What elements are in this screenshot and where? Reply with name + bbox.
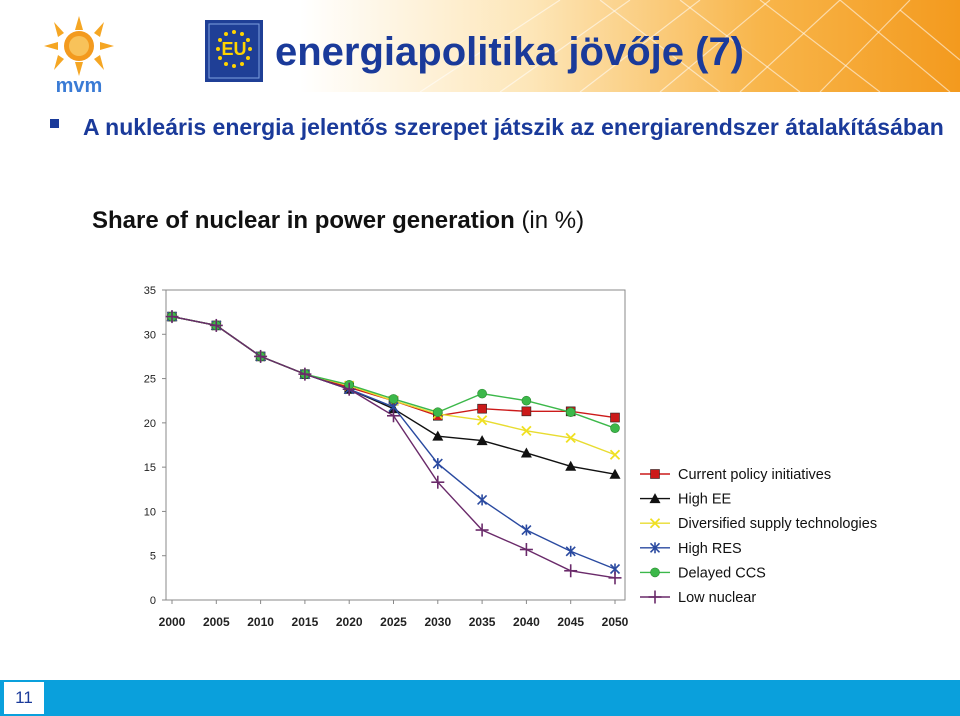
data-point-high-ee	[565, 460, 577, 471]
x-tick-label: 2050	[602, 615, 629, 629]
chart-title-unit: (in %)	[521, 207, 585, 234]
x-tick-label: 2035	[469, 615, 496, 629]
x-tick-label: 2010	[247, 615, 274, 629]
mvm-logo: mvm	[38, 14, 120, 97]
y-tick-label: 20	[144, 418, 156, 430]
data-point-delayed-ccs	[565, 407, 576, 418]
data-point-low-nuclear	[608, 571, 622, 585]
svg-text:mvm: mvm	[56, 75, 103, 96]
chart-title-main: Share of nuclear in power generation	[92, 207, 515, 234]
legend-label-high-res: High RES	[678, 541, 742, 557]
series-line-low-nuclear	[171, 315, 616, 579]
bullet-marker	[50, 119, 59, 128]
data-point-diversified-supply-technologies	[609, 449, 621, 460]
bullet-text: A nukleáris energia jelentős szerepet já…	[83, 114, 944, 140]
footer-band	[0, 680, 960, 716]
svg-text:EU: EU	[221, 39, 246, 59]
series-line-diversified-supply-technologies	[171, 315, 616, 456]
data-point-low-nuclear	[298, 367, 312, 381]
y-tick-label: 25	[144, 374, 156, 386]
data-point-high-ee	[520, 447, 532, 458]
data-point-high-res	[477, 494, 488, 506]
legend-marker-delayed-ccs	[650, 567, 660, 578]
y-tick-label: 0	[150, 595, 156, 607]
data-point-delayed-ccs	[432, 407, 443, 418]
data-point-low-nuclear	[519, 543, 533, 557]
data-point-diversified-supply-technologies	[565, 432, 576, 444]
data-point-current-policy-initiatives	[521, 406, 532, 417]
y-tick-label: 15	[144, 462, 156, 474]
data-point-high-ee	[609, 468, 621, 479]
data-point-high-res	[565, 545, 576, 557]
data-point-low-nuclear	[387, 409, 400, 423]
data-point-high-res	[432, 458, 443, 470]
plot-frame	[165, 289, 626, 601]
page-number: 11	[4, 682, 44, 714]
slide-title: energiapolitika jövője (7)	[275, 30, 745, 74]
data-point-low-nuclear	[475, 523, 489, 537]
x-tick-label: 2000	[159, 615, 186, 629]
legend-label-low-nuclear: Low nuclear	[678, 590, 756, 606]
x-tick-label: 2015	[292, 615, 319, 629]
x-tick-label: 2025	[380, 615, 407, 629]
x-tick-label: 2030	[424, 615, 451, 629]
x-tick-label: 2040	[513, 615, 540, 629]
y-tick-label: 30	[144, 329, 156, 341]
eu-flag-icon: EU	[205, 20, 263, 82]
data-point-delayed-ccs	[610, 423, 620, 433]
legend-marker-current-policy-initiatives	[650, 469, 660, 479]
data-point-high-ee	[432, 430, 444, 441]
data-point-delayed-ccs	[477, 388, 487, 399]
data-point-low-nuclear	[431, 475, 445, 489]
data-point-current-policy-initiatives	[477, 403, 487, 414]
data-point-diversified-supply-technologies	[521, 425, 532, 436]
data-point-low-nuclear	[209, 318, 223, 332]
legend-label-high-ee: High EE	[678, 492, 732, 508]
series-line-high-res	[171, 315, 616, 570]
y-tick-label: 35	[144, 285, 156, 297]
data-point-delayed-ccs	[521, 395, 532, 406]
y-tick-label: 10	[144, 506, 156, 518]
data-point-diversified-supply-technologies	[476, 415, 488, 426]
data-point-current-policy-initiatives	[610, 412, 620, 423]
data-point-high-ee	[476, 435, 488, 446]
data-point-high-res	[521, 524, 532, 536]
legend-label-delayed-ccs: Delayed CCS	[678, 565, 766, 581]
y-tick-label: 5	[150, 551, 156, 563]
legend-label-diversified-supply-technologies: Diversified supply technologies	[678, 516, 877, 532]
chart-title: Share of nuclear in power generation (in…	[92, 207, 584, 235]
header-band	[300, 0, 960, 92]
data-point-low-nuclear	[342, 382, 356, 396]
data-point-low-nuclear	[564, 564, 578, 578]
legend-marker-diversified-supply-technologies	[649, 518, 661, 529]
data-point-low-nuclear	[165, 310, 179, 324]
header-decoration	[419, 0, 960, 92]
x-tick-label: 2020	[336, 615, 363, 629]
data-point-delayed-ccs	[388, 394, 399, 404]
legend-marker-low-nuclear	[648, 590, 662, 604]
data-point-low-nuclear	[254, 349, 268, 363]
legend-marker-high-ee	[649, 493, 661, 504]
x-tick-label: 2045	[557, 615, 584, 629]
legend-label-current-policy-initiatives: Current policy initiatives	[678, 467, 831, 483]
x-tick-label: 2005	[203, 615, 230, 629]
legend-marker-high-res	[649, 542, 661, 554]
